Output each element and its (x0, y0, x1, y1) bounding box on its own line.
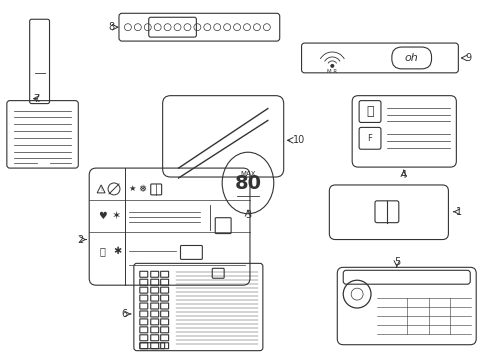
Text: 10: 10 (293, 135, 305, 145)
Text: !: ! (100, 188, 102, 193)
Text: F: F (368, 134, 372, 143)
Text: 1: 1 (456, 207, 463, 217)
Text: ★: ★ (128, 184, 136, 193)
Text: ⚿: ⚿ (99, 247, 105, 256)
Text: ❅: ❅ (139, 184, 147, 194)
Text: ✱: ✱ (113, 247, 121, 256)
Text: oh: oh (405, 53, 418, 63)
Text: ⛽: ⛽ (367, 105, 374, 118)
Text: 9: 9 (466, 53, 471, 63)
Text: 6: 6 (122, 309, 128, 319)
Text: 7: 7 (33, 94, 40, 104)
Text: 4: 4 (401, 170, 407, 180)
Text: ♥: ♥ (98, 211, 106, 221)
Text: ✶: ✶ (112, 211, 122, 221)
Text: 8: 8 (108, 22, 114, 32)
Text: M R: M R (327, 69, 338, 75)
Circle shape (330, 64, 334, 68)
Text: 80: 80 (235, 175, 262, 193)
Text: 2: 2 (77, 234, 83, 244)
Text: 3: 3 (245, 210, 251, 220)
Text: 5: 5 (393, 257, 400, 267)
Text: MAX: MAX (240, 171, 256, 177)
